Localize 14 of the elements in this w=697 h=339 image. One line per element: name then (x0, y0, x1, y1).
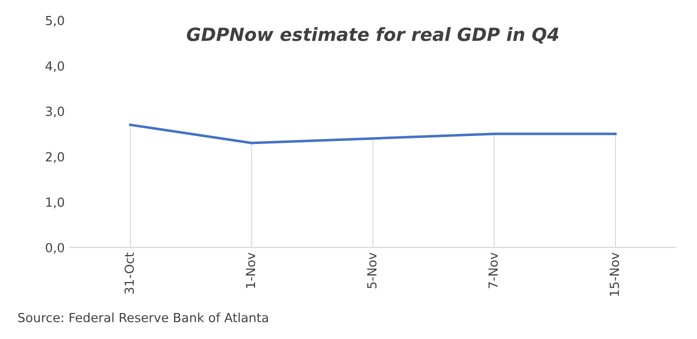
x-tick-label: 5-Nov (367, 252, 377, 288)
y-tick-label: 2,0 (46, 152, 64, 163)
chart-title: GDPNow estimate for real GDP in Q4 (186, 27, 558, 44)
line-series (129, 124, 617, 144)
y-tick-label: 5,0 (46, 16, 64, 27)
y-tick-label: 1,0 (46, 198, 64, 208)
x-tick-label: 31-Oct (124, 252, 134, 294)
x-tick-label: 1-Nov (246, 252, 256, 288)
x-tick-label: 15-Nov (610, 252, 620, 296)
source-note: Source: Federal Reserve Bank of Atlanta (18, 312, 268, 322)
y-tick-label: 3,0 (46, 106, 64, 118)
y-tick-label: 4,0 (46, 61, 64, 72)
y-tick-label: 0,0 (46, 242, 64, 254)
x-tick-label: 7-Nov (488, 252, 498, 288)
